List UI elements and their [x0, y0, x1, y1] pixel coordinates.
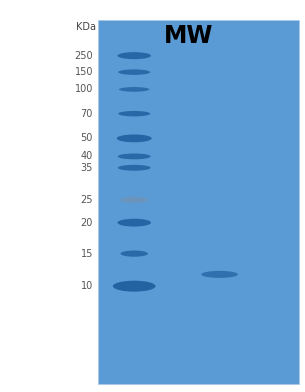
- Text: 15: 15: [81, 249, 93, 259]
- Text: KDa: KDa: [76, 22, 96, 32]
- Ellipse shape: [120, 197, 148, 203]
- Text: 10: 10: [81, 281, 93, 291]
- Ellipse shape: [119, 87, 149, 92]
- Text: 50: 50: [81, 133, 93, 143]
- Text: 25: 25: [81, 195, 93, 205]
- Text: MW: MW: [163, 24, 213, 47]
- Ellipse shape: [118, 69, 150, 75]
- FancyBboxPatch shape: [98, 20, 299, 384]
- Text: 250: 250: [74, 51, 93, 61]
- Text: 100: 100: [75, 84, 93, 94]
- Ellipse shape: [118, 154, 151, 160]
- Text: 20: 20: [81, 218, 93, 228]
- Ellipse shape: [120, 250, 148, 257]
- Ellipse shape: [117, 52, 151, 59]
- Ellipse shape: [118, 165, 151, 171]
- Ellipse shape: [113, 281, 156, 292]
- Ellipse shape: [118, 111, 150, 116]
- Text: 35: 35: [81, 163, 93, 173]
- Ellipse shape: [117, 219, 151, 227]
- Ellipse shape: [117, 134, 152, 142]
- Ellipse shape: [201, 271, 238, 278]
- Text: 40: 40: [81, 151, 93, 162]
- Text: 70: 70: [81, 109, 93, 119]
- Text: 150: 150: [74, 67, 93, 77]
